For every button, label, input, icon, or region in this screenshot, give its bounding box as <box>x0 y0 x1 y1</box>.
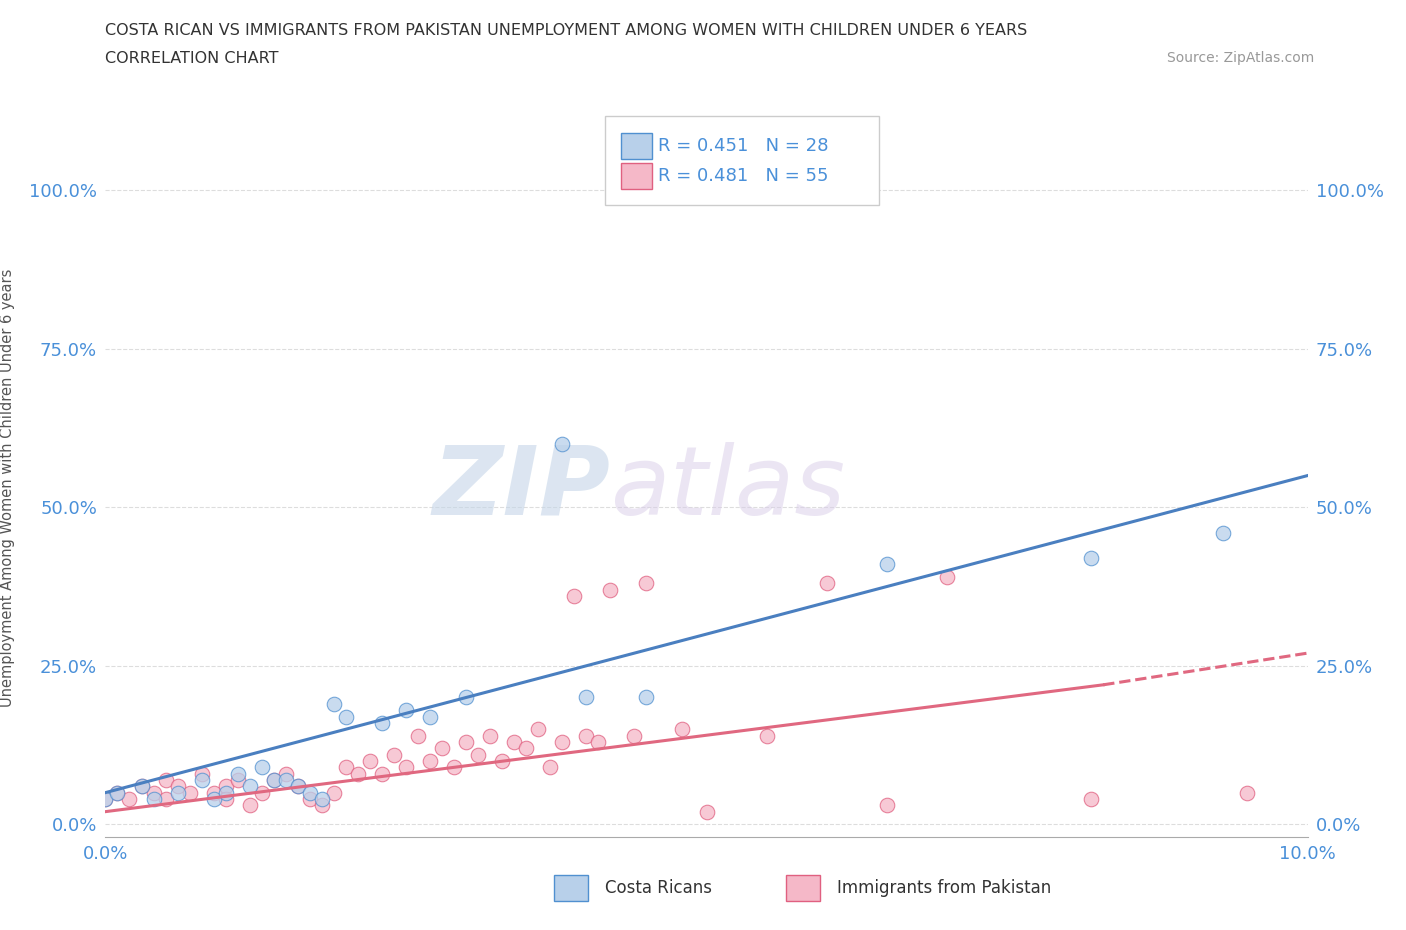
Text: ZIP: ZIP <box>433 442 610 535</box>
Point <box>287 778 309 793</box>
Point <box>166 778 188 793</box>
Point <box>551 436 574 451</box>
Point <box>636 690 658 705</box>
Point <box>419 709 441 724</box>
Point <box>876 798 898 813</box>
Point <box>226 773 249 788</box>
Point <box>671 722 693 737</box>
Point <box>263 773 285 788</box>
Point <box>179 785 201 800</box>
Y-axis label: Unemployment Among Women with Children Under 6 years: Unemployment Among Women with Children U… <box>0 269 15 708</box>
Point <box>214 778 236 793</box>
Point <box>335 709 357 724</box>
Text: Immigrants from Pakistan: Immigrants from Pakistan <box>837 879 1050 897</box>
Point <box>107 785 129 800</box>
Point <box>876 557 898 572</box>
Point <box>166 785 188 800</box>
Point <box>131 778 153 793</box>
Point <box>239 798 262 813</box>
Point <box>287 778 309 793</box>
Point <box>1236 785 1258 800</box>
Point <box>335 760 357 775</box>
Point <box>936 569 959 584</box>
Point <box>250 785 273 800</box>
Point <box>395 703 418 718</box>
Point <box>107 785 129 800</box>
Point <box>155 773 177 788</box>
Text: COSTA RICAN VS IMMIGRANTS FROM PAKISTAN UNEMPLOYMENT AMONG WOMEN WITH CHILDREN U: COSTA RICAN VS IMMIGRANTS FROM PAKISTAN … <box>105 23 1028 38</box>
Point <box>575 690 598 705</box>
Point <box>311 798 333 813</box>
Point <box>575 728 598 743</box>
Text: Source: ZipAtlas.com: Source: ZipAtlas.com <box>1167 51 1315 65</box>
Point <box>1212 525 1234 540</box>
Text: R = 0.481   N = 55: R = 0.481 N = 55 <box>658 166 828 185</box>
Point <box>527 722 550 737</box>
Point <box>239 778 262 793</box>
Point <box>202 785 225 800</box>
Point <box>515 741 537 756</box>
Point <box>636 576 658 591</box>
Point <box>491 753 513 768</box>
Point <box>142 785 165 800</box>
Point <box>347 766 370 781</box>
Point <box>551 735 574 750</box>
Point <box>479 728 502 743</box>
Point <box>382 747 405 762</box>
Point <box>599 582 621 597</box>
Point <box>94 791 117 806</box>
Point <box>696 804 718 819</box>
Point <box>274 766 297 781</box>
Point <box>190 766 212 781</box>
Text: CORRELATION CHART: CORRELATION CHART <box>105 51 278 66</box>
Point <box>226 766 249 781</box>
Point <box>298 785 321 800</box>
Point <box>430 741 453 756</box>
Point <box>406 728 429 743</box>
Point <box>311 791 333 806</box>
Point <box>155 791 177 806</box>
Text: R = 0.451   N = 28: R = 0.451 N = 28 <box>658 137 828 155</box>
Point <box>118 791 141 806</box>
Point <box>322 697 344 711</box>
Point <box>538 760 561 775</box>
Text: Costa Ricans: Costa Ricans <box>605 879 711 897</box>
Point <box>1080 791 1102 806</box>
Text: atlas: atlas <box>610 442 845 535</box>
Point <box>755 728 778 743</box>
Point <box>395 760 418 775</box>
Point <box>94 791 117 806</box>
Point <box>588 735 610 750</box>
Point <box>1080 551 1102 565</box>
Point <box>467 747 489 762</box>
Point <box>263 773 285 788</box>
Point <box>419 753 441 768</box>
Point <box>142 791 165 806</box>
Point <box>359 753 381 768</box>
Point <box>454 735 477 750</box>
Point <box>562 589 585 604</box>
Point <box>443 760 465 775</box>
Point <box>454 690 477 705</box>
Point <box>371 766 394 781</box>
Point <box>623 728 645 743</box>
Point <box>322 785 344 800</box>
Point <box>274 773 297 788</box>
Point <box>214 791 236 806</box>
Point <box>371 715 394 730</box>
Point <box>131 778 153 793</box>
Point <box>503 735 526 750</box>
Point <box>250 760 273 775</box>
Point <box>298 791 321 806</box>
Point <box>202 791 225 806</box>
Point <box>190 773 212 788</box>
Point <box>815 576 838 591</box>
Point <box>214 785 236 800</box>
